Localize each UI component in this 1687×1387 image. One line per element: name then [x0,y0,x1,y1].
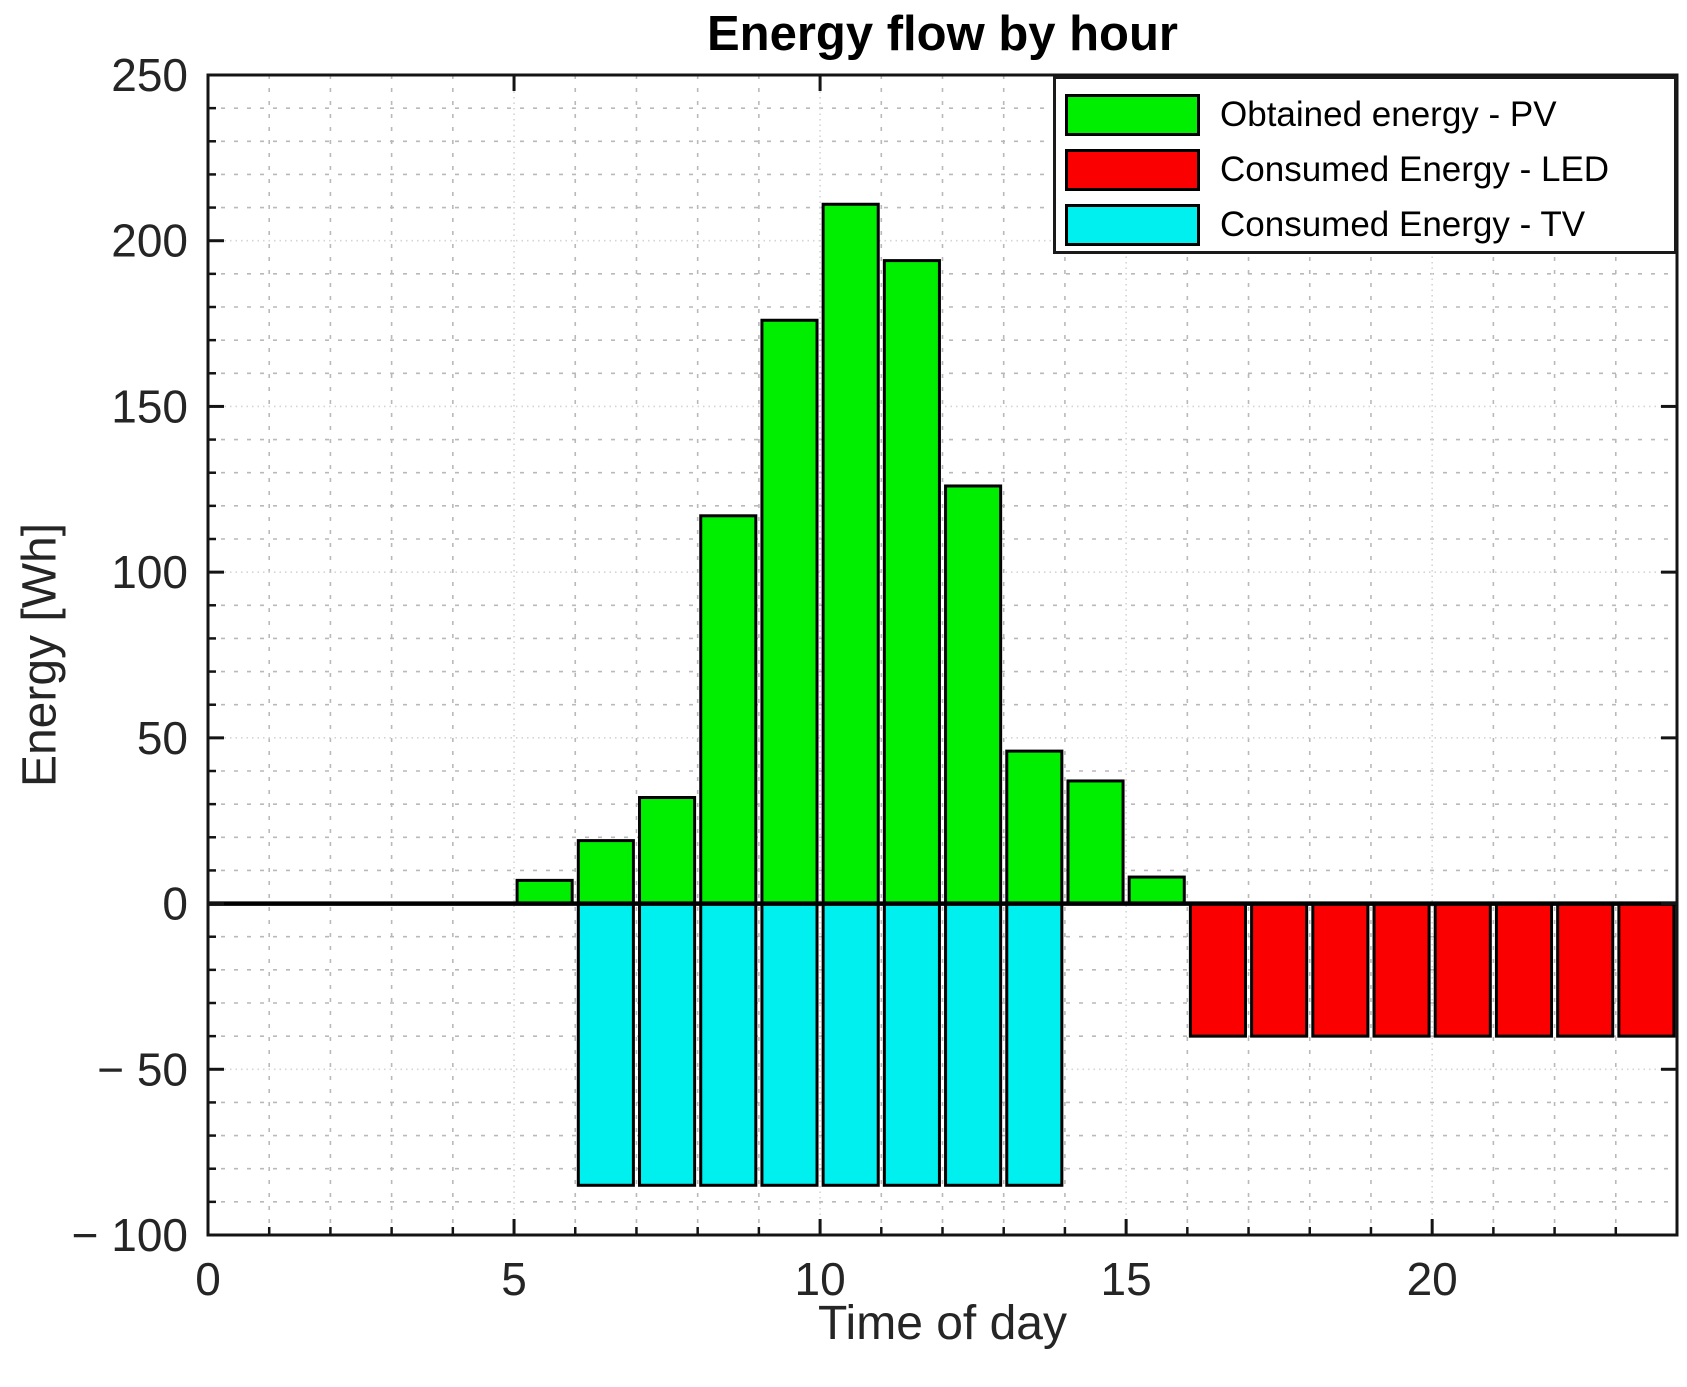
chart-title: Energy flow by hour [707,7,1178,61]
y-tick-label: 200 [111,215,188,267]
bar-obtained-energy-pv-15.5 [1127,875,1186,906]
y-tick-label: 50 [137,712,188,764]
x-tick-label: 10 [794,1253,845,1305]
bar-consumed-energy-led-22.5 [1556,902,1615,1038]
bar-obtained-energy-pv-13.5 [1005,749,1064,906]
bar-consumed-energy-led-20.5 [1433,902,1492,1038]
x-axis-label: Time of day [818,1297,1067,1350]
legend-item-pv: Obtained energy - PV [1065,88,1674,142]
bar-consumed-energy-led-21.5 [1494,902,1554,1038]
bar-obtained-energy-pv-8.5 [699,514,758,906]
bar-consumed-energy-tv-13.5 [1005,902,1064,1187]
bar-obtained-energy-pv-9.5 [760,318,819,906]
bar-consumed-energy-led-18.5 [1311,902,1370,1038]
tick-labels: 0 5 10 15 20 250 200 150 100 50 0 − 50 − 100 [72,49,1458,1305]
bar-consumed-energy-led-16.5 [1188,902,1247,1038]
bars [515,202,1676,1187]
bar-consumed-energy-tv-11.5 [882,902,941,1187]
legend-swatch-pv [1065,94,1200,136]
bar-obtained-energy-pv-11.5 [882,259,941,906]
axes-frame [206,73,1679,1237]
bar-consumed-energy-led-17.5 [1250,902,1309,1038]
legend-swatch-tv [1065,204,1200,246]
bar-obtained-energy-pv-6.5 [576,839,635,906]
bar-obtained-energy-pv-5.5 [515,878,574,906]
y-axis-label: Energy [Wh] [13,522,67,788]
legend: Obtained energy - PV Consumed Energy - L… [1053,76,1677,254]
bar-consumed-energy-tv-12.5 [944,902,1003,1187]
major-grid [208,75,1677,1235]
bar-obtained-energy-pv-14.5 [1066,779,1125,906]
bar-consumed-energy-tv-7.5 [638,902,697,1187]
y-tick-label: 250 [111,49,188,101]
x-tick-label: 20 [1407,1253,1458,1305]
y-tick-label: 0 [162,878,188,930]
x-tick-label: 0 [195,1253,221,1305]
legend-swatch-led [1065,149,1200,191]
legend-item-led: Consumed Energy - LED [1065,143,1674,197]
bar-consumed-energy-tv-8.5 [699,902,758,1187]
x-tick-label: 15 [1101,1253,1152,1305]
bar-consumed-energy-led-23.5 [1617,902,1676,1038]
y-tick-label: − 50 [97,1043,188,1095]
bar-consumed-energy-tv-9.5 [760,902,819,1187]
y-tick-label: 100 [111,546,188,598]
legend-label-pv: Obtained energy - PV [1220,95,1557,134]
legend-label-tv: Consumed Energy - TV [1220,205,1586,244]
x-tick-label: 5 [501,1253,527,1305]
bar-obtained-energy-pv-12.5 [944,484,1003,906]
bar-consumed-energy-led-19.5 [1372,902,1431,1038]
legend-item-tv: Consumed Energy - TV [1065,198,1674,252]
legend-label-led: Consumed Energy - LED [1220,150,1610,189]
bar-obtained-energy-pv-10.5 [821,202,880,906]
bar-consumed-energy-tv-6.5 [576,902,635,1187]
y-tick-label: 150 [111,380,188,432]
bar-consumed-energy-tv-10.5 [821,902,880,1187]
bar-obtained-energy-pv-7.5 [638,796,697,906]
y-tick-label: − 100 [72,1209,188,1261]
